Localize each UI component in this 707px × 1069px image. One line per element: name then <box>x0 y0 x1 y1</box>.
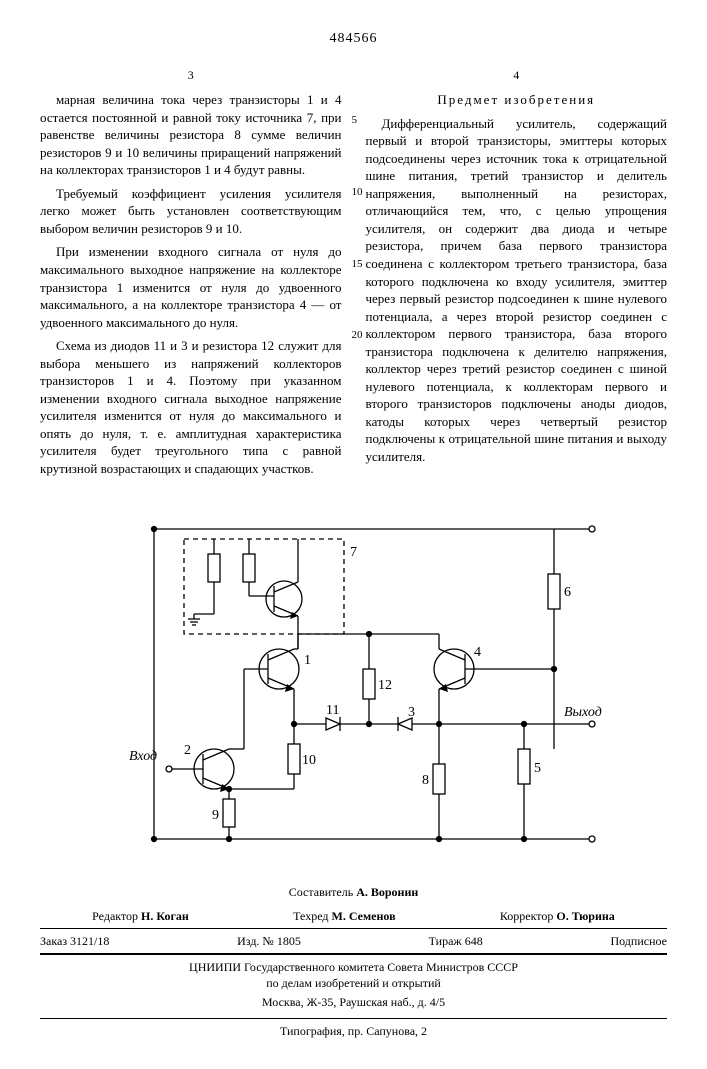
label-3: 3 <box>408 705 415 720</box>
sub: Подписное <box>610 933 667 949</box>
label-1: 1 <box>304 653 311 668</box>
org2: по делам изобретений и открытий <box>40 975 667 991</box>
label-6: 6 <box>564 585 571 600</box>
compiler-line: Составитель А. Воронин <box>40 884 667 900</box>
label-2: 2 <box>184 743 191 758</box>
marker: 15 <box>352 257 363 272</box>
techred: Техред М. Семенов <box>293 908 395 924</box>
compiler-label: Составитель <box>289 885 353 899</box>
left-column: 3 марная величина тока через транзисторы… <box>40 67 342 484</box>
print: Типография, пр. Сапунова, 2 <box>40 1018 667 1039</box>
label-output: Выход <box>564 705 602 720</box>
marker: 5 <box>352 113 363 128</box>
line-markers: 5 10 15 20 <box>352 67 363 343</box>
label-11: 11 <box>326 703 339 718</box>
para: Схема из диодов 11 и 3 и резистора 12 сл… <box>40 337 342 477</box>
addr: Москва, Ж-35, Раушская наб., д. 4/5 <box>40 994 667 1010</box>
editor: Редактор Н. Коган <box>92 908 189 924</box>
right-column: 5 10 15 20 4 Предмет изобретения Диффере… <box>366 67 668 484</box>
para: При изменении входного сигнала от нуля д… <box>40 243 342 331</box>
right-col-num: 4 <box>366 67 668 83</box>
marker: 20 <box>352 328 363 343</box>
pub-row: Заказ 3121/18 Изд. № 1805 Тираж 648 Подп… <box>40 928 667 954</box>
subject-title: Предмет изобретения <box>366 91 668 109</box>
izd: Изд. № 1805 <box>237 933 301 949</box>
label-4: 4 <box>474 645 481 660</box>
label-12: 12 <box>378 678 392 693</box>
tirazh: Тираж 648 <box>429 933 483 949</box>
label-10: 10 <box>302 753 316 768</box>
label-input: Вход <box>129 749 157 764</box>
label-9: 9 <box>212 808 219 823</box>
para: Дифференциальный усилитель, содержащий п… <box>366 115 668 466</box>
marker: 10 <box>352 185 363 200</box>
left-col-num: 3 <box>40 67 342 83</box>
order: Заказ 3121/18 <box>40 933 109 949</box>
patent-number: 484566 <box>40 30 667 49</box>
corrector: Корректор О. Тюрина <box>500 908 615 924</box>
label-5: 5 <box>534 761 541 776</box>
footer: Составитель А. Воронин Редактор Н. Коган… <box>40 884 667 1039</box>
org1: ЦНИИПИ Государственного комитета Совета … <box>40 954 667 975</box>
para: марная величина тока через транзисторы 1… <box>40 91 342 179</box>
para: Требуемый коэффициент усиления усилителя… <box>40 185 342 238</box>
compiler-name: А. Воронин <box>356 885 418 899</box>
label-7: 7 <box>350 545 357 560</box>
label-8: 8 <box>422 773 429 788</box>
text-columns: 3 марная величина тока через транзисторы… <box>40 67 667 484</box>
credits-row: Редактор Н. Коган Техред М. Семенов Корр… <box>40 908 667 924</box>
circuit-diagram: Вход Выход 1 2 3 4 5 6 7 8 9 10 11 12 <box>94 504 614 864</box>
